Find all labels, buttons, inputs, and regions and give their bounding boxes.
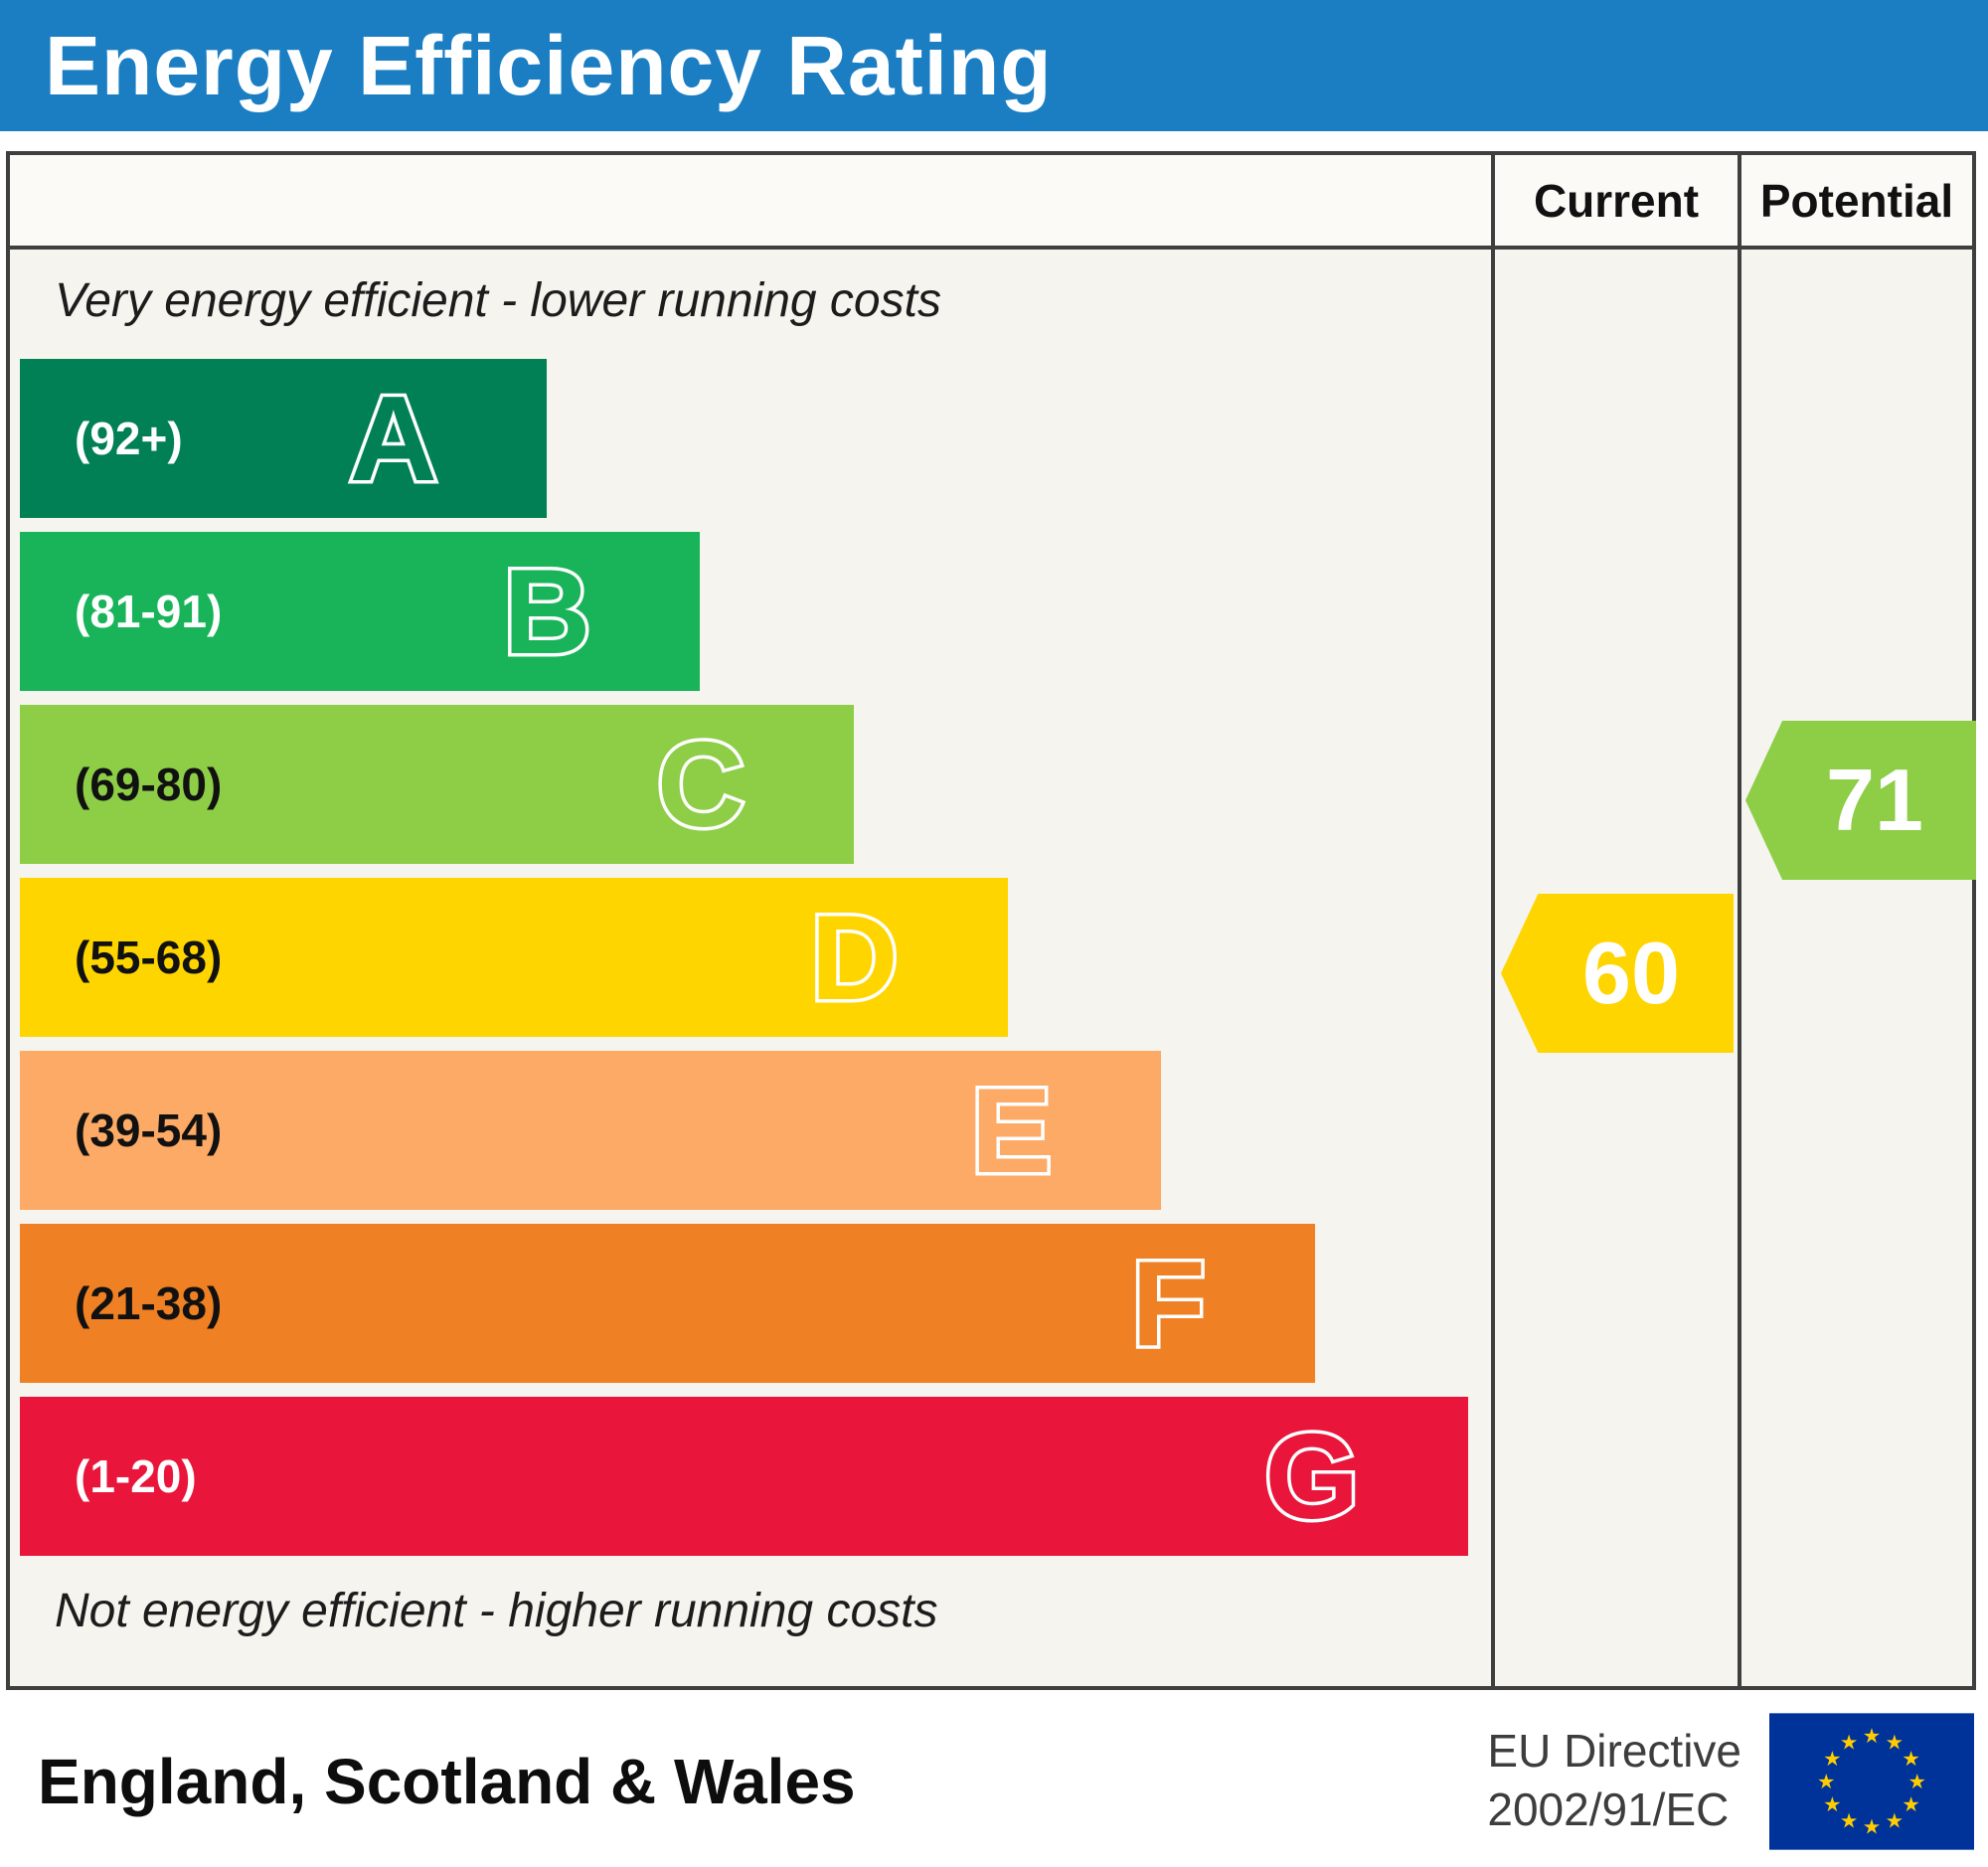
svg-text:★: ★ [1823,1791,1841,1815]
band-bar-a: (92+) A [20,359,547,518]
band-row-c: (69-80) C [20,705,1483,864]
band-range-label: (55-68) [75,932,223,983]
svg-text:★: ★ [1840,1730,1858,1754]
band-row-b: (81-91) B [20,532,1483,691]
band-bar-b: (81-91) B [20,532,701,691]
epc-rating-table: Very energy efficient - lower running co… [6,151,1976,1690]
band-letter: A [346,371,440,506]
bottom-note: Not energy efficient - higher running co… [55,1585,938,1637]
band-letter: B [500,544,594,679]
eu-directive-label: EU Directive 2002/91/EC [1487,1722,1741,1841]
band-letter: E [967,1063,1055,1198]
top-note: Very energy efficient - lower running co… [55,274,941,327]
current-column-body: 60 [1495,250,1738,1686]
band-letter: D [807,890,902,1025]
band-range-label: (69-80) [75,759,223,810]
band-range-label: (39-54) [75,1104,223,1156]
band-bar-c: (69-80) C [20,705,855,864]
band-range-label: (81-91) [75,586,223,637]
eu-directive-line1: EU Directive [1487,1724,1741,1777]
bands-column: Very energy efficient - lower running co… [10,155,1491,1686]
svg-text:★: ★ [1886,1730,1904,1754]
region-label: England, Scotland & Wales [38,1745,856,1817]
band-bar-f: (21-38) F [20,1224,1315,1383]
current-rating-arrow: 60 [1501,894,1734,1053]
footer: England, Scotland & Wales EU Directive 2… [0,1695,1988,1867]
svg-text:★: ★ [1886,1808,1904,1832]
band-bar-g: (1-20) G [20,1397,1469,1556]
band-range-label: (21-38) [75,1277,223,1329]
band-letter: C [653,717,747,852]
band-row-d: (55-68) D [20,878,1483,1037]
svg-text:★: ★ [1908,1769,1926,1792]
band-row-f: (21-38) F [20,1224,1483,1383]
svg-text:★: ★ [1902,1746,1919,1770]
potential-rating-arrow: 71 [1745,721,1976,880]
band-row-e: (39-54) E [20,1051,1483,1210]
current-column-header: Current [1495,155,1738,250]
svg-text:★: ★ [1817,1769,1835,1792]
band-range-label: (1-20) [75,1450,197,1502]
page-title: Energy Efficiency Rating [45,18,1053,112]
band-range-label: (92+) [75,413,183,464]
bands-list: (92+) A (81-91) B (69-80) C [20,359,1483,1570]
band-row-a: (92+) A [20,359,1483,518]
eu-flag-icon: ★ ★ ★ ★ ★ ★ ★ ★ ★ ★ ★ ★ [1769,1712,1974,1850]
potential-column: Potential 71 [1738,155,1976,1686]
svg-text:★: ★ [1902,1791,1919,1815]
svg-text:★: ★ [1863,1724,1881,1748]
current-rating-value: 60 [1582,924,1680,1022]
band-letter: G [1261,1409,1363,1544]
band-bar-d: (55-68) D [20,878,1008,1037]
header-bar: Energy Efficiency Rating [0,0,1988,131]
current-column: Current 60 [1491,155,1738,1686]
svg-text:★: ★ [1840,1808,1858,1832]
potential-rating-value: 71 [1826,751,1923,849]
bands-column-header [10,155,1491,250]
svg-text:★: ★ [1823,1746,1841,1770]
svg-text:★: ★ [1863,1814,1881,1838]
potential-column-header: Potential [1741,155,1972,250]
band-bar-e: (39-54) E [20,1051,1162,1210]
bands-column-body: Very energy efficient - lower running co… [10,250,1491,1686]
potential-column-body: 71 [1741,250,1976,1686]
eu-directive-line2: 2002/91/EC [1487,1783,1730,1836]
band-letter: F [1128,1236,1210,1371]
band-row-g: (1-20) G [20,1397,1483,1556]
